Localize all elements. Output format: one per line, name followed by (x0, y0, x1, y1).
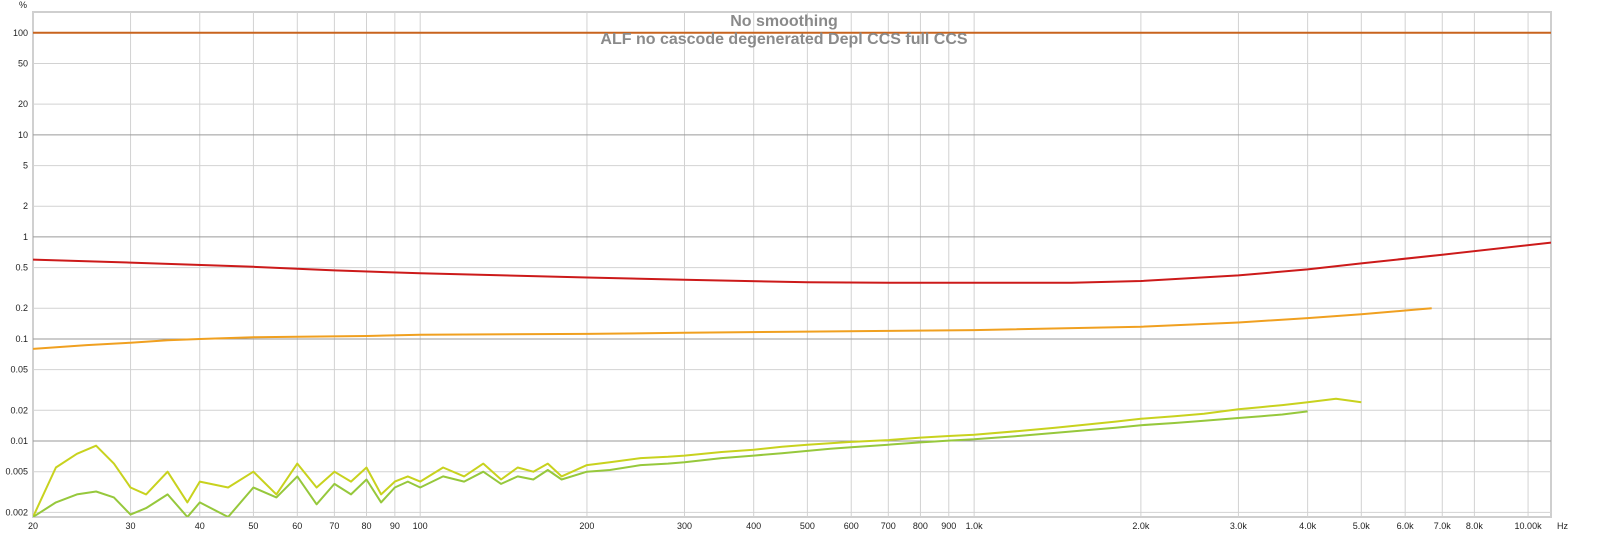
x-tick-label: 700 (881, 521, 896, 531)
x-tick-label: 400 (746, 521, 761, 531)
x-tick-label: 900 (941, 521, 956, 531)
y-tick-label: 1 (23, 232, 28, 242)
y-tick-label: 0.002 (5, 507, 28, 517)
y-axis-unit: % (19, 0, 27, 10)
x-tick-label: 5.0k (1353, 521, 1371, 531)
x-tick-label: 30 (126, 521, 136, 531)
x-tick-label: 10.00k (1515, 521, 1543, 531)
x-tick-label: 600 (844, 521, 859, 531)
y-tick-label: 0.5 (15, 263, 28, 273)
chart-subtitle: ALF no cascode degenerated Depl CCS full… (600, 31, 968, 48)
x-tick-label: 200 (579, 521, 594, 531)
x-tick-label: 90 (390, 521, 400, 531)
x-tick-label: 50 (248, 521, 258, 531)
x-tick-labels: 20 30 40 50 60 70 80 90 100 200 300 400 500 600 700 800… (28, 521, 1542, 531)
x-tick-label: 60 (292, 521, 302, 531)
y-tick-label: 5 (23, 161, 28, 171)
x-grid-lines (32, 12, 1529, 517)
series-line-3 (33, 307, 1432, 350)
x-tick-label: 300 (677, 521, 692, 531)
series-layer (33, 31, 1551, 517)
x-tick-label: 4.0k (1299, 521, 1317, 531)
series-line-5 (33, 410, 1308, 517)
y-tick-label: 2 (23, 201, 28, 211)
y-tick-label: 0.01 (10, 436, 28, 446)
y-tick-label: 0.2 (15, 303, 28, 313)
x-axis-unit: Hz (1557, 521, 1568, 531)
y-tick-label: 0.005 (5, 467, 28, 477)
y-tick-label: 100 (13, 28, 28, 38)
x-tick-label: 8.0k (1466, 521, 1484, 531)
y-tick-label: 10 (18, 130, 28, 140)
x-tick-label: 100 (413, 521, 428, 531)
x-tick-label: 70 (329, 521, 339, 531)
x-tick-label: 3.0k (1230, 521, 1248, 531)
x-tick-label: 500 (800, 521, 815, 531)
y-tick-label: 20 (18, 99, 28, 109)
x-tick-label: 40 (195, 521, 205, 531)
y-tick-label: 0.02 (10, 405, 28, 415)
y-tick-label: 0.1 (15, 334, 28, 344)
series-line-4 (33, 397, 1362, 517)
x-tick-label: 80 (361, 521, 371, 531)
plot-area (32, 11, 1552, 518)
x-tick-label: 20 (28, 521, 38, 531)
y-tick-labels: 100 50 20 10 5 2 1 0.5 0.2 0.1 0.05 0.02 0.01 0.005 0.… (5, 28, 28, 518)
y-tick-label: 0.05 (10, 365, 28, 375)
x-tick-label: 1.0k (966, 521, 984, 531)
series-line-2 (33, 241, 1551, 284)
y-tick-label: 50 (18, 59, 28, 69)
x-tick-label: 6.0k (1397, 521, 1415, 531)
x-tick-label: 2.0k (1132, 521, 1150, 531)
chart-title: No smoothing (730, 13, 838, 30)
x-tick-label: 7.0k (1434, 521, 1452, 531)
x-tick-label: 800 (913, 521, 928, 531)
